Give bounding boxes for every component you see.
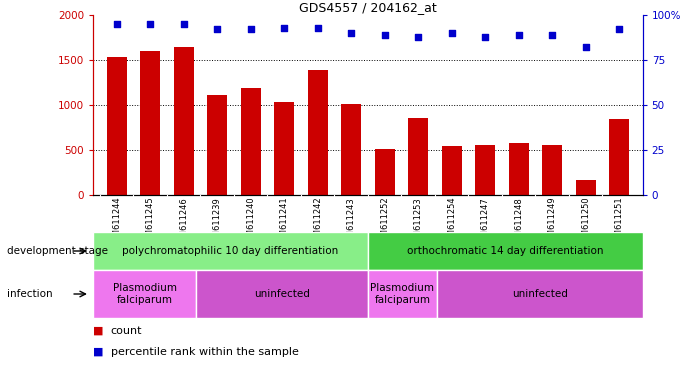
Bar [274, 102, 294, 195]
Text: GSM611240: GSM611240 [246, 197, 255, 247]
Text: Plasmodium
falciparum: Plasmodium falciparum [113, 283, 177, 305]
Text: GSM611254: GSM611254 [447, 197, 456, 247]
Bar [341, 104, 361, 195]
Text: GSM611249: GSM611249 [548, 197, 557, 247]
Text: orthochromatic 14 day differentiation: orthochromatic 14 day differentiation [407, 246, 603, 256]
Point [144, 21, 155, 27]
Bar [375, 149, 395, 195]
Point [278, 25, 290, 31]
Text: polychromatophilic 10 day differentiation: polychromatophilic 10 day differentiatio… [122, 246, 339, 256]
Text: infection: infection [7, 289, 53, 299]
Bar [368, 232, 643, 270]
Bar [542, 145, 562, 195]
Text: GSM611251: GSM611251 [615, 197, 624, 247]
Text: GSM611244: GSM611244 [112, 197, 121, 247]
Text: GSM611252: GSM611252 [380, 197, 389, 247]
Text: uninfected: uninfected [254, 289, 310, 299]
Text: Plasmodium
falciparum: Plasmodium falciparum [370, 283, 434, 305]
Bar [408, 118, 428, 195]
Text: GSM611253: GSM611253 [414, 197, 423, 248]
Text: GSM611239: GSM611239 [213, 197, 222, 248]
Text: ■: ■ [93, 347, 104, 357]
Bar [93, 232, 368, 270]
Bar [173, 46, 193, 195]
Point [178, 21, 189, 27]
Bar [240, 88, 261, 195]
Bar [475, 145, 495, 195]
Text: GSM611248: GSM611248 [514, 197, 523, 248]
Point [413, 33, 424, 40]
Bar [106, 57, 126, 195]
Text: GSM611243: GSM611243 [347, 197, 356, 248]
Bar [307, 70, 328, 195]
Point [312, 25, 323, 31]
Point [346, 30, 357, 36]
Point [446, 30, 457, 36]
Point [480, 33, 491, 40]
Text: count: count [111, 326, 142, 336]
Bar [196, 270, 368, 318]
Text: GSM611246: GSM611246 [179, 197, 188, 248]
Point [614, 26, 625, 33]
Point [547, 32, 558, 38]
Point [379, 32, 390, 38]
Text: uninfected: uninfected [512, 289, 567, 299]
Bar [509, 143, 529, 195]
Text: GSM611245: GSM611245 [146, 197, 155, 247]
Bar [207, 95, 227, 195]
Bar [609, 119, 630, 195]
Text: GSM611250: GSM611250 [581, 197, 590, 247]
Text: percentile rank within the sample: percentile rank within the sample [111, 347, 299, 357]
Bar [437, 270, 643, 318]
Bar [368, 270, 437, 318]
Bar [576, 180, 596, 195]
Title: GDS4557 / 204162_at: GDS4557 / 204162_at [299, 1, 437, 14]
Text: GSM611247: GSM611247 [481, 197, 490, 248]
Bar [93, 270, 196, 318]
Text: GSM611241: GSM611241 [280, 197, 289, 247]
Point [580, 44, 591, 50]
Bar [442, 146, 462, 195]
Point [513, 32, 524, 38]
Point [111, 21, 122, 27]
Text: GSM611242: GSM611242 [313, 197, 322, 247]
Point [245, 26, 256, 33]
Text: ■: ■ [93, 326, 104, 336]
Text: development stage: development stage [7, 246, 108, 256]
Point [211, 26, 223, 33]
Bar [140, 51, 160, 195]
